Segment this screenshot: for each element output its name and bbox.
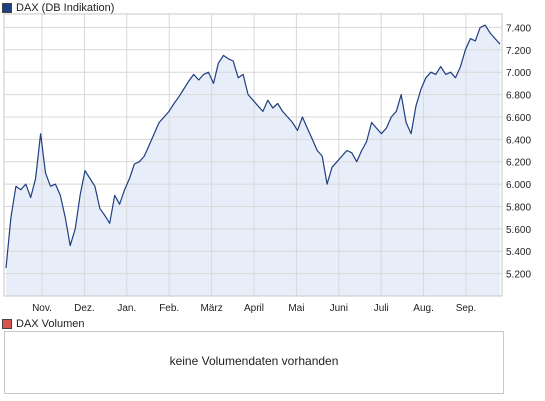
x-tick-label: März	[200, 303, 222, 314]
y-tick-label: 7.200	[506, 46, 531, 57]
x-tick-label: Juli	[374, 303, 389, 314]
volume-panel: keine Volumendaten vorhanden	[4, 331, 504, 394]
price-legend-swatch	[2, 3, 12, 13]
x-tick-label: April	[244, 303, 264, 314]
x-tick-label: Feb.	[159, 303, 179, 314]
y-tick-label: 6.600	[506, 113, 531, 124]
volume-legend-label: DAX Volumen	[16, 318, 85, 330]
volume-legend-swatch	[2, 319, 12, 329]
x-tick-label: Juni	[330, 303, 348, 314]
y-tick-label: 6.400	[506, 135, 531, 146]
x-tick-label: Aug.	[413, 303, 434, 314]
price-legend-label: DAX (DB Indikation)	[16, 2, 115, 14]
y-tick-label: 6.000	[506, 180, 531, 191]
volume-legend: DAX Volumen	[2, 317, 84, 331]
y-tick-label: 5.400	[506, 247, 531, 258]
y-tick-label: 5.600	[506, 225, 531, 236]
y-tick-label: 6.800	[506, 91, 531, 102]
x-tick-label: Jan.	[117, 303, 136, 314]
y-tick-label: 5.800	[506, 202, 531, 213]
x-tick-label: Sep.	[456, 303, 477, 314]
plot-border	[3, 13, 503, 297]
series-line	[5, 24, 501, 269]
series-area	[6, 25, 500, 296]
x-tick-label: Mai	[288, 303, 304, 314]
price-legend: DAX (DB Indikation)	[2, 1, 114, 15]
x-tick-label: Nov.	[32, 303, 52, 314]
y-tick-label: 7.400	[506, 23, 531, 34]
no-volume-message: keine Volumendaten vorhanden	[169, 354, 339, 368]
y-tick-label: 6.200	[506, 158, 531, 169]
x-tick-label: Dez.	[74, 303, 95, 314]
price-chart: 5.200 5.400 5.600 5.800 6.000 6.200 6.400 6.600…	[3, 13, 531, 314]
y-tick-label: 5.200	[506, 270, 531, 281]
y-tick-label: 7.000	[506, 68, 531, 79]
